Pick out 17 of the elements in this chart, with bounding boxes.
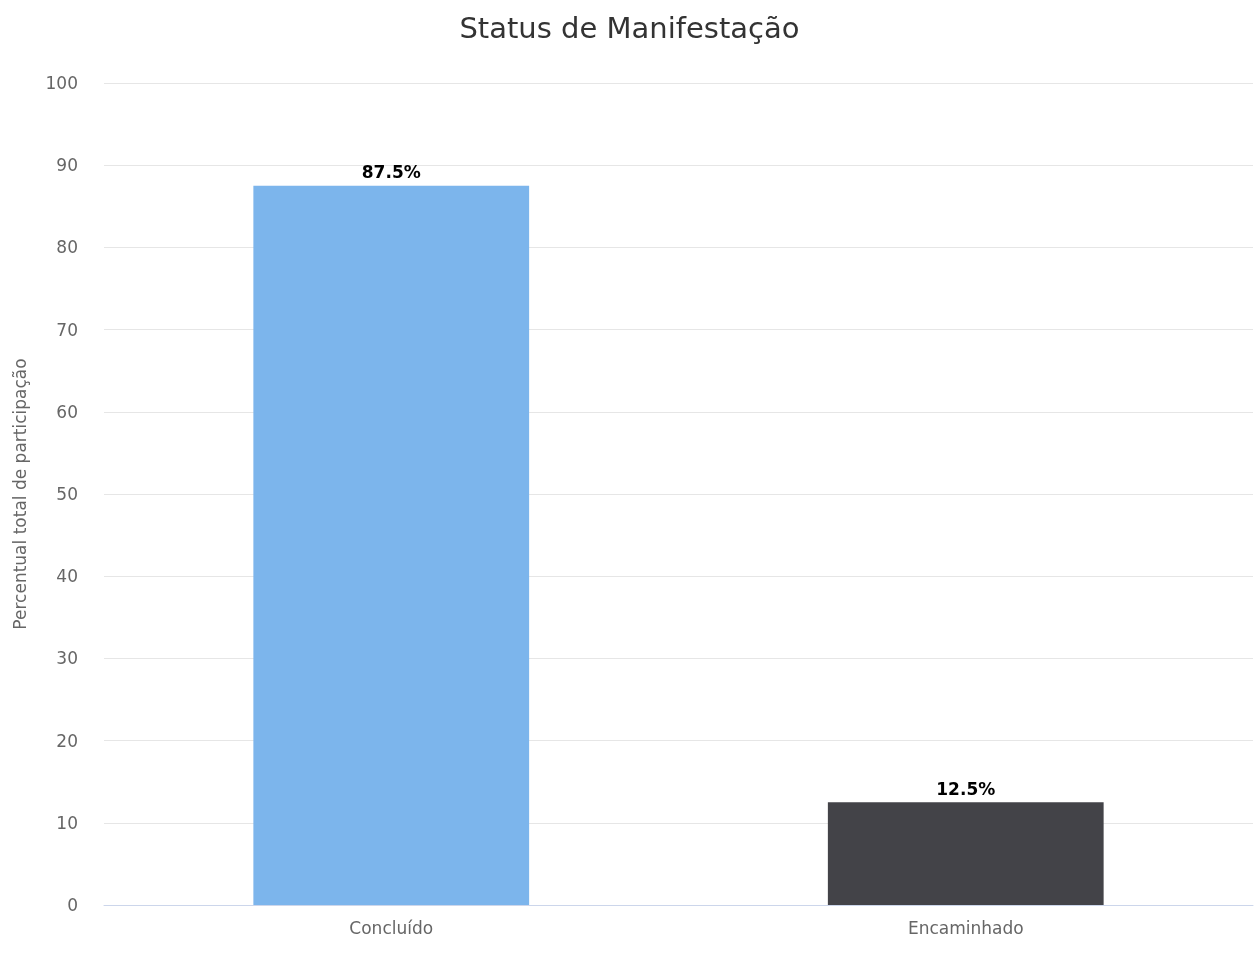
y-tick-label: 50: [56, 484, 78, 504]
y-tick-label: 60: [56, 401, 78, 422]
y-tick-label: 10: [56, 812, 78, 833]
data-label: 87.5%: [361, 162, 421, 183]
y-axis-title: Percentual total de participação: [9, 358, 30, 630]
y-tick-label: 80: [56, 237, 78, 258]
y-tick-label: 90: [56, 155, 78, 176]
x-tick-label: Concluído: [349, 917, 434, 938]
y-tick-label: 70: [56, 319, 78, 340]
y-tick-label: 100: [45, 73, 78, 93]
y-tick-label: 0: [67, 895, 78, 915]
chart-title: Status de Manifestação: [459, 10, 800, 45]
data-label: 12.5%: [936, 778, 996, 799]
y-tick-label: 30: [56, 648, 78, 669]
x-tick-label: Encaminhado: [907, 917, 1024, 938]
y-tick-label: 20: [56, 730, 78, 751]
y-tick-label: 40: [56, 566, 78, 587]
